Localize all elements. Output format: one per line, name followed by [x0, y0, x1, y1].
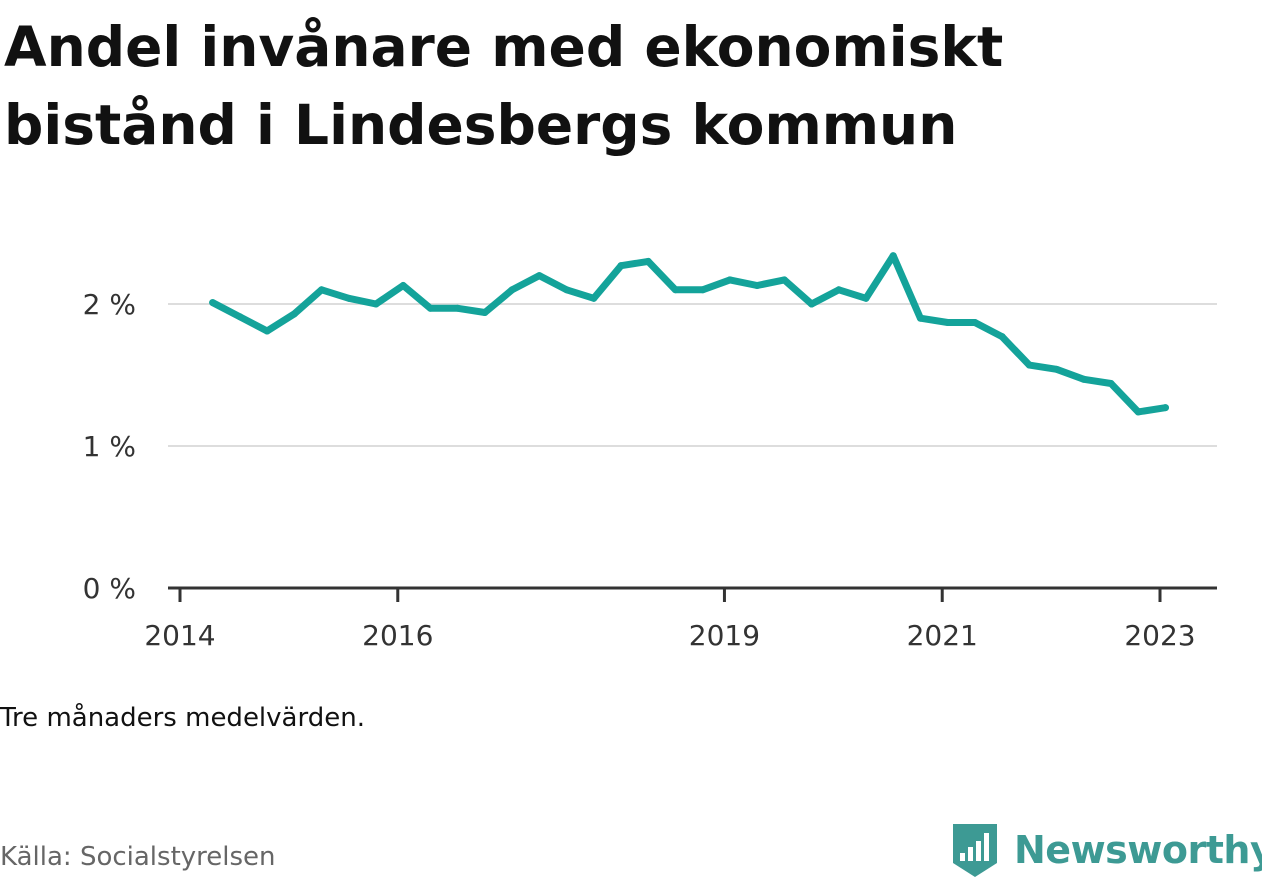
data-point — [944, 318, 952, 326]
data-point — [1080, 375, 1088, 383]
data-point — [835, 286, 843, 294]
data-point — [726, 276, 734, 284]
x-axis-ticks: 2014 2016 2019 2021 2023 — [144, 588, 1196, 652]
data-point — [699, 286, 707, 294]
data-point — [590, 294, 598, 302]
data-point — [318, 286, 326, 294]
newsworthy-logo-icon — [953, 824, 997, 877]
data-point — [563, 286, 571, 294]
data-point — [1053, 365, 1061, 373]
data-point — [263, 327, 271, 335]
x-tick-label: 2021 — [907, 619, 978, 652]
source-name: Socialstyrelsen — [79, 842, 276, 872]
chart-note: Tre månaders medelvärden. — [0, 703, 365, 733]
source-credit: Källa: Socialstyrelsen — [0, 842, 276, 872]
y-tick-label: 2 % — [83, 288, 136, 321]
brand-logo: Newsworthy — [950, 820, 1262, 880]
x-tick-label: 2016 — [362, 619, 433, 652]
data-point — [753, 282, 761, 290]
data-point — [808, 300, 816, 308]
gridlines — [168, 303, 1217, 447]
data-point — [481, 309, 489, 317]
series-line — [209, 252, 1169, 416]
data-point — [671, 286, 679, 294]
data-point — [454, 304, 462, 312]
data-point — [644, 257, 652, 265]
y-axis-ticks: 0 % 1 % 2 % — [83, 288, 136, 605]
data-point — [508, 286, 516, 294]
x-tick-label: 2014 — [144, 619, 215, 652]
source-label: Källa: — [0, 842, 72, 872]
data-point — [998, 333, 1006, 341]
data-point — [1025, 361, 1033, 369]
data-point — [1161, 404, 1169, 412]
x-tick-label: 2023 — [1124, 619, 1195, 652]
data-point — [426, 304, 434, 312]
data-point — [889, 252, 897, 260]
data-point — [916, 314, 924, 322]
brand-name: Newsworthy — [1014, 828, 1262, 872]
line-chart: 0 % 1 % 2 % 2014 2016 2019 2021 2023 — [83, 252, 1217, 652]
data-point — [399, 282, 407, 290]
data-point — [1134, 408, 1142, 416]
y-tick-label: 0 % — [83, 572, 136, 605]
data-point — [209, 299, 217, 307]
x-tick-label: 2019 — [689, 619, 760, 652]
data-point — [780, 276, 788, 284]
data-point — [372, 300, 380, 308]
data-point — [1107, 380, 1115, 388]
data-point — [236, 313, 244, 321]
data-point — [345, 294, 353, 302]
data-point — [971, 318, 979, 326]
data-points — [209, 252, 1169, 416]
data-point — [290, 310, 298, 318]
data-point — [535, 272, 543, 280]
data-point — [862, 294, 870, 302]
chart-title: Andel invånare med ekonomiskt bistånd i … — [4, 15, 1004, 157]
data-point — [617, 262, 625, 270]
y-tick-label: 1 % — [83, 430, 136, 463]
